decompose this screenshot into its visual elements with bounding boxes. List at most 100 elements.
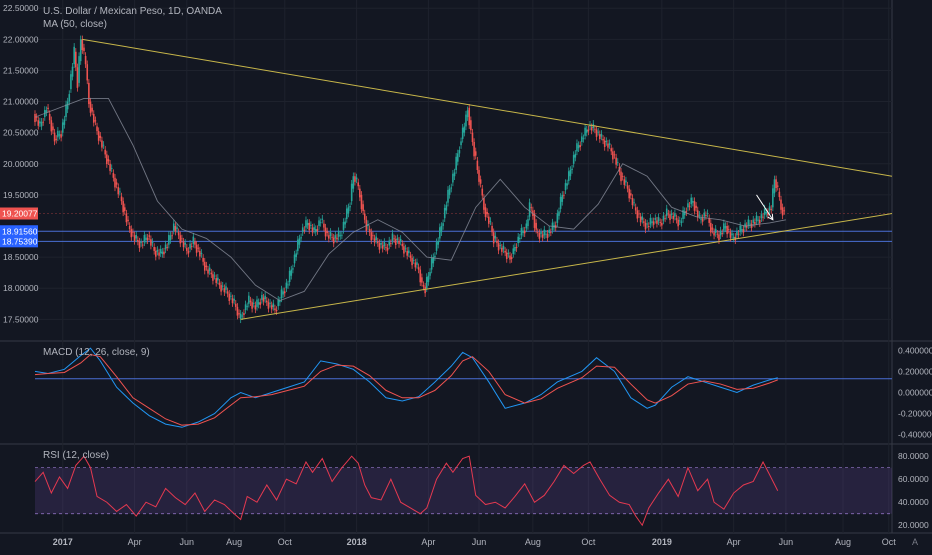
- candle-body: [115, 182, 118, 185]
- candle-body: [636, 210, 639, 219]
- auto-scale-button[interactable]: A: [912, 537, 919, 547]
- candle-body: [644, 222, 647, 230]
- candle-body: [168, 235, 170, 245]
- candle-body: [123, 207, 126, 212]
- candle-body: [190, 246, 193, 248]
- candle-body: [283, 291, 286, 294]
- candle-body: [607, 143, 609, 148]
- candle-body: [440, 226, 443, 233]
- candle-body: [620, 171, 622, 182]
- candle-body: [125, 213, 128, 223]
- candle-body: [122, 201, 124, 213]
- x-tick-label: Jun: [472, 537, 487, 547]
- candle-body: [659, 222, 662, 223]
- candle-body: [89, 101, 92, 113]
- candle-body: [463, 126, 466, 133]
- candle-body: [677, 219, 679, 227]
- candle-body: [724, 226, 727, 229]
- price-pane: [34, 35, 893, 324]
- candle-body: [409, 255, 412, 258]
- candle-body: [468, 107, 471, 126]
- candle-body: [150, 239, 152, 246]
- candle-body: [466, 110, 469, 118]
- candle-body: [780, 199, 782, 210]
- candle-body: [665, 208, 668, 216]
- candle-body: [535, 222, 537, 230]
- candle-body: [328, 235, 330, 239]
- candle-body: [667, 213, 670, 215]
- candle-body: [519, 237, 521, 240]
- candle-body: [626, 185, 629, 189]
- candle-body: [559, 196, 562, 209]
- candle-body: [768, 206, 771, 211]
- candle-body: [63, 119, 66, 125]
- candle-body: [683, 211, 686, 216]
- candle-body: [412, 260, 415, 261]
- candle-body: [411, 257, 413, 266]
- chart-title: U.S. Dollar / Mexican Peso, 1D, OANDA: [43, 6, 222, 17]
- candle-body: [239, 313, 242, 320]
- candle-body: [117, 187, 120, 195]
- candle-body: [331, 236, 333, 238]
- candle-body: [612, 151, 614, 160]
- candle-body: [473, 142, 475, 157]
- candle-body: [272, 303, 275, 307]
- candle-body: [274, 308, 276, 310]
- candle-body: [754, 222, 756, 224]
- candle-body: [424, 286, 426, 294]
- candle-body: [301, 227, 304, 233]
- candle-body: [783, 210, 786, 212]
- candle-body: [564, 183, 567, 191]
- y-tick-label: 18.50000: [3, 252, 39, 262]
- candle-body: [741, 229, 743, 231]
- candle-body: [385, 247, 387, 248]
- candle-body: [616, 161, 619, 163]
- candle-body: [372, 235, 374, 237]
- candle-body: [373, 238, 376, 243]
- candle-body: [762, 216, 764, 218]
- candle-body: [319, 222, 322, 224]
- candle-body: [595, 129, 598, 137]
- y-tick-label: 21.50000: [3, 65, 39, 75]
- candle-body: [394, 239, 397, 245]
- candle-body: [161, 251, 164, 254]
- candle-body: [530, 207, 533, 209]
- candle-body: [269, 302, 271, 304]
- candle-body: [610, 148, 613, 152]
- candle-body: [341, 234, 343, 236]
- candle-body: [226, 291, 229, 294]
- candle-body: [347, 207, 350, 214]
- candle-body: [186, 247, 188, 251]
- candle-body: [114, 177, 116, 188]
- candle-body: [567, 171, 570, 181]
- candle-body: [452, 173, 454, 183]
- candle-body: [192, 236, 195, 244]
- x-tick-label: Oct: [581, 537, 596, 547]
- rsi-band: [35, 467, 892, 514]
- candle-body: [670, 213, 673, 216]
- candle-body: [35, 117, 38, 118]
- candle-body: [99, 135, 102, 138]
- candle-body: [767, 212, 769, 216]
- candle-body: [419, 269, 422, 283]
- support-label-box: [0, 235, 38, 248]
- candle-body: [60, 134, 62, 138]
- candle-body: [390, 243, 392, 244]
- candle-body: [70, 74, 72, 90]
- ma-indicator-label: MA (50, close): [43, 19, 107, 30]
- candle-body: [726, 226, 728, 235]
- candle-body: [318, 220, 320, 226]
- candle-body: [249, 300, 252, 303]
- candle-body: [256, 299, 258, 307]
- candle-body: [119, 191, 121, 193]
- candle-body: [525, 223, 528, 229]
- candle-body: [669, 214, 671, 221]
- candle-body: [230, 295, 232, 297]
- candle-body: [133, 235, 136, 241]
- candle-body: [47, 107, 49, 110]
- candle-body: [169, 235, 172, 240]
- axis-layer: 2017 Apr Jun Aug Oct 2018 Apr Jun Aug Oct 2019 Apr J…: [0, 3, 932, 547]
- candle-body: [380, 242, 382, 245]
- candle-body: [523, 230, 526, 234]
